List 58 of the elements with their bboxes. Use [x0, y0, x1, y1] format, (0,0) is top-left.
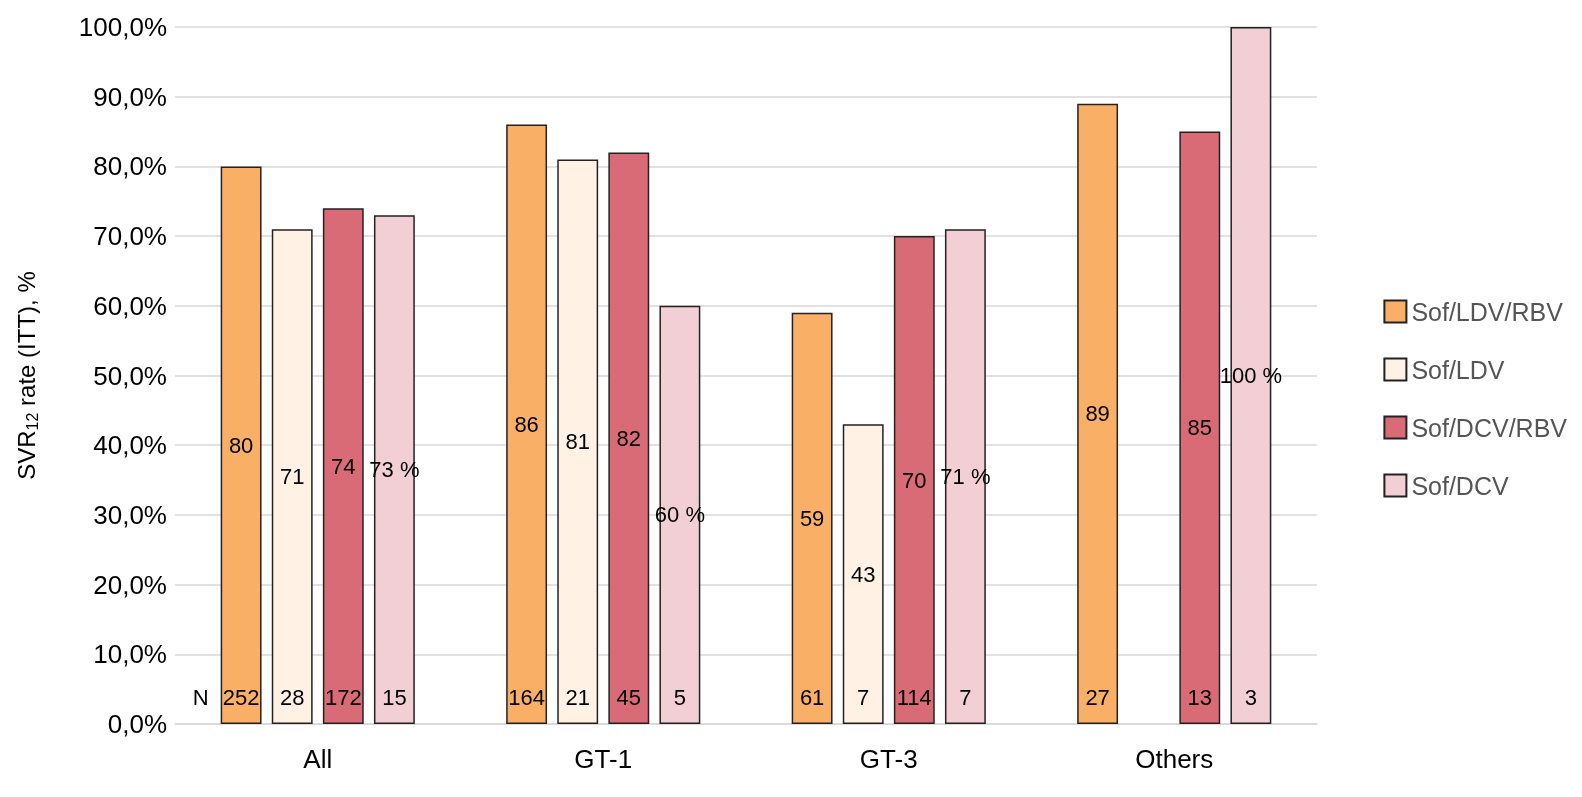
data-label: 82 [616, 425, 642, 451]
annotation: 114 [896, 684, 932, 710]
bar [557, 159, 599, 724]
bar [791, 312, 833, 724]
bar [1179, 131, 1221, 724]
annotation: 15 [382, 684, 407, 710]
y-tick-label: 50,0% [93, 360, 167, 391]
bar [842, 424, 884, 724]
bar [322, 208, 364, 724]
annotation: 5 [673, 684, 687, 710]
y-tick-label: 10,0% [93, 639, 167, 670]
y-tick-label: 100,0% [78, 12, 167, 42]
bar [893, 236, 935, 724]
data-label: 59 [799, 505, 825, 531]
x-tick-label: Others [1135, 744, 1214, 774]
y-tick-label: 30,0% [93, 499, 167, 530]
data-label: 71 [279, 464, 305, 490]
y-tick-label: 20,0% [93, 569, 167, 600]
annotation: 3 [1244, 684, 1258, 710]
annotation: 13 [1187, 684, 1213, 710]
annotation: 45 [616, 684, 642, 710]
annotation: 252 [222, 684, 260, 710]
y-tick-label: 40,0% [93, 430, 167, 461]
legend-label: Sof/DCV/RBV [1411, 413, 1568, 442]
annotation: 164 [508, 684, 545, 710]
annotation: 7 [857, 684, 870, 710]
legend-label: Sof/LDV [1411, 355, 1505, 384]
data-label: 70 [902, 467, 927, 493]
x-tick-label: All [303, 744, 333, 774]
bar [1077, 103, 1119, 724]
x-tick-label: GT-1 [574, 744, 633, 774]
data-label: 80 [228, 432, 254, 458]
annotation: 28 [279, 684, 305, 710]
y-axis-title: SVR12 rate (ITT), % [12, 271, 41, 480]
data-label: 86 [514, 411, 539, 437]
data-label: 74 [331, 453, 356, 479]
x-tick-label: GT-3 [859, 744, 918, 774]
legend-label: Sof/DCV [1411, 471, 1509, 500]
data-label: 85 [1187, 415, 1213, 441]
y-tick-label: 70,0% [93, 221, 167, 252]
bar [271, 229, 313, 724]
annotation: 61 [799, 684, 825, 710]
y-tick-label: 0,0% [107, 709, 167, 739]
bar [608, 152, 650, 724]
y-tick-label: 60,0% [93, 290, 167, 321]
y-tick-label: 80,0% [93, 151, 167, 182]
bar [506, 124, 548, 724]
annotation: 172 [324, 684, 362, 710]
data-label: 89 [1085, 401, 1110, 427]
legend-label: Sof/LDV/RBV [1411, 297, 1564, 326]
y-tick-label: 90,0% [93, 81, 167, 112]
annotation: 27 [1085, 684, 1110, 710]
annotation: 7 [959, 684, 972, 710]
annotation: N [192, 684, 209, 710]
bar [220, 166, 262, 724]
data-label: 81 [565, 429, 590, 455]
annotation: 21 [565, 684, 590, 710]
data-label: 43 [850, 561, 876, 587]
